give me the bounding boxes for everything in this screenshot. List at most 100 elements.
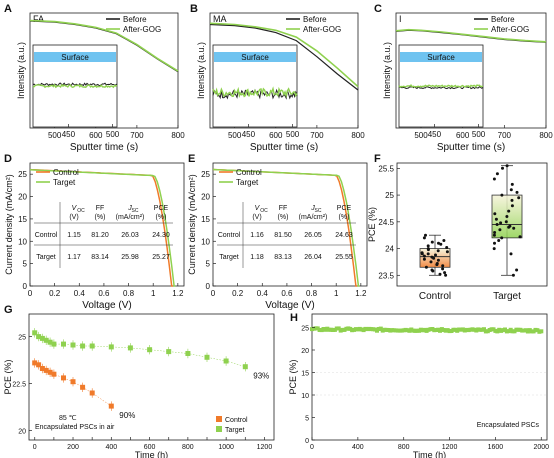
data-point bbox=[493, 241, 496, 245]
x-tick-label: 1200 bbox=[442, 444, 458, 451]
y-tick-label: 24.5 bbox=[378, 218, 394, 227]
y-axis-label: Intensity (a.u.) bbox=[382, 42, 392, 99]
inset-x-tick-label: 450 bbox=[428, 130, 442, 139]
data-point-control bbox=[108, 403, 114, 409]
panel-d: D 0 0.2 0.4 0.6 0.8 1 1.2 0 5 10 15 20 25 Voltage (V) C… bbox=[4, 153, 185, 311]
x-tick-label: 1000 bbox=[218, 444, 234, 451]
table-unit: (%) bbox=[95, 214, 106, 221]
y-axis-label: Intensity (a.u.) bbox=[16, 42, 26, 99]
series-line-after-gog bbox=[395, 28, 547, 43]
data-point bbox=[482, 327, 486, 332]
data-point-control bbox=[89, 390, 95, 396]
table-header-sub: OC bbox=[77, 208, 85, 214]
data-point-target bbox=[80, 343, 86, 349]
plot-frame bbox=[396, 162, 548, 287]
data-point bbox=[499, 221, 503, 225]
table-cell: 1.18 bbox=[250, 254, 264, 261]
plot-frame bbox=[28, 313, 275, 441]
panel-letter-a: A bbox=[4, 3, 12, 15]
legend-before-label: Before bbox=[303, 15, 327, 24]
table-header-sub: OC bbox=[260, 208, 268, 214]
x-tick-label: 0.2 bbox=[49, 289, 61, 298]
data-point bbox=[505, 215, 509, 218]
x-tick-label: 600 bbox=[456, 131, 470, 140]
data-point bbox=[504, 220, 508, 224]
table-cell: 1.16 bbox=[250, 232, 264, 239]
x-tick-label: 0.6 bbox=[98, 289, 110, 298]
legend-after-gog-label: After-GOG bbox=[123, 25, 161, 34]
surface-label: Surface bbox=[61, 53, 89, 62]
legend-target-label: Target bbox=[53, 178, 76, 187]
y-tick-label: 15 bbox=[301, 371, 309, 378]
data-point bbox=[505, 164, 509, 168]
data-point-target bbox=[242, 364, 248, 370]
x-tick-label: 0 bbox=[211, 289, 216, 298]
x-axis-label: Sputter time (s) bbox=[437, 142, 505, 153]
data-point bbox=[515, 190, 519, 194]
y-tick-label: 25 bbox=[385, 191, 394, 200]
data-point bbox=[495, 223, 499, 226]
x-tick-label: 400 bbox=[352, 444, 364, 451]
annotation-line-1: 85 ℃ bbox=[59, 415, 77, 422]
table-cell: 26.03 bbox=[121, 232, 139, 239]
table-cell: Target bbox=[219, 254, 239, 261]
data-point bbox=[442, 239, 446, 242]
x-category-label: Control bbox=[419, 291, 451, 302]
x-tick-label: 1.2 bbox=[172, 289, 184, 298]
y-axis-label: Intensity (a.u.) bbox=[196, 42, 206, 99]
parameter-table: V OC(V) FF (%) J SC(mA/cm²) PCE (%) Control 1.16 8… bbox=[217, 202, 356, 268]
data-point bbox=[444, 273, 448, 277]
plot-frame bbox=[212, 162, 368, 287]
surface-band bbox=[400, 52, 482, 62]
data-point-control bbox=[43, 367, 49, 373]
data-point bbox=[445, 250, 449, 254]
panel-letter-f: F bbox=[374, 153, 381, 165]
y-tick-label: 20 bbox=[301, 348, 309, 355]
surface-label: Surface bbox=[241, 53, 269, 62]
data-point bbox=[435, 262, 439, 265]
data-point bbox=[422, 257, 426, 261]
x-tick-label: 0 bbox=[28, 289, 33, 298]
legend-swatch-control bbox=[216, 416, 222, 422]
x-tick-label: 700 bbox=[130, 131, 144, 140]
table-cell: 81.20 bbox=[91, 232, 109, 239]
series-line-before bbox=[209, 23, 359, 91]
data-point bbox=[511, 273, 515, 277]
data-point-target bbox=[166, 349, 172, 355]
table-cell: Control bbox=[218, 232, 241, 239]
retention-label: 93% bbox=[253, 372, 269, 381]
data-point bbox=[501, 166, 504, 170]
data-point bbox=[508, 224, 512, 228]
x-tick-label: 800 bbox=[182, 444, 194, 451]
data-point bbox=[518, 235, 522, 239]
data-point-target bbox=[47, 339, 53, 345]
legend-target-label: Target bbox=[236, 178, 259, 187]
surface-label: Surface bbox=[427, 53, 455, 62]
data-point-control bbox=[80, 384, 86, 390]
panel-letter-b: B bbox=[190, 3, 198, 15]
data-point bbox=[436, 249, 440, 253]
x-axis-label: Sputter time (s) bbox=[250, 142, 318, 153]
x-axis-label: Sputter time (s) bbox=[70, 142, 138, 153]
panel-f: F 23.5 24 24.5 25 25.5 Control Target PCE (%) bbox=[367, 153, 548, 302]
inset-series-after-gog bbox=[212, 86, 298, 99]
data-point bbox=[492, 177, 496, 181]
y-tick-label: 20 bbox=[201, 193, 210, 202]
y-tick-label: 25 bbox=[18, 335, 26, 342]
data-point bbox=[420, 252, 424, 256]
y-tick-label: 24 bbox=[385, 245, 394, 254]
data-point bbox=[510, 204, 514, 208]
data-point-target bbox=[89, 343, 95, 349]
table-cell: 26.05 bbox=[304, 232, 322, 239]
table-header: J bbox=[310, 205, 315, 212]
data-point bbox=[430, 268, 434, 272]
y-axis-label: Current density (mA/cm²) bbox=[187, 174, 197, 275]
data-point bbox=[510, 198, 514, 202]
table-header: FF bbox=[96, 205, 105, 212]
data-point-control bbox=[61, 375, 66, 381]
table-header: FF bbox=[279, 205, 288, 212]
parameter-table: V OC(V) FF (%) J SC(mA/cm²) PCE (%) Control 1.15 8… bbox=[34, 202, 173, 268]
x-tick-label: 600 bbox=[144, 444, 156, 451]
